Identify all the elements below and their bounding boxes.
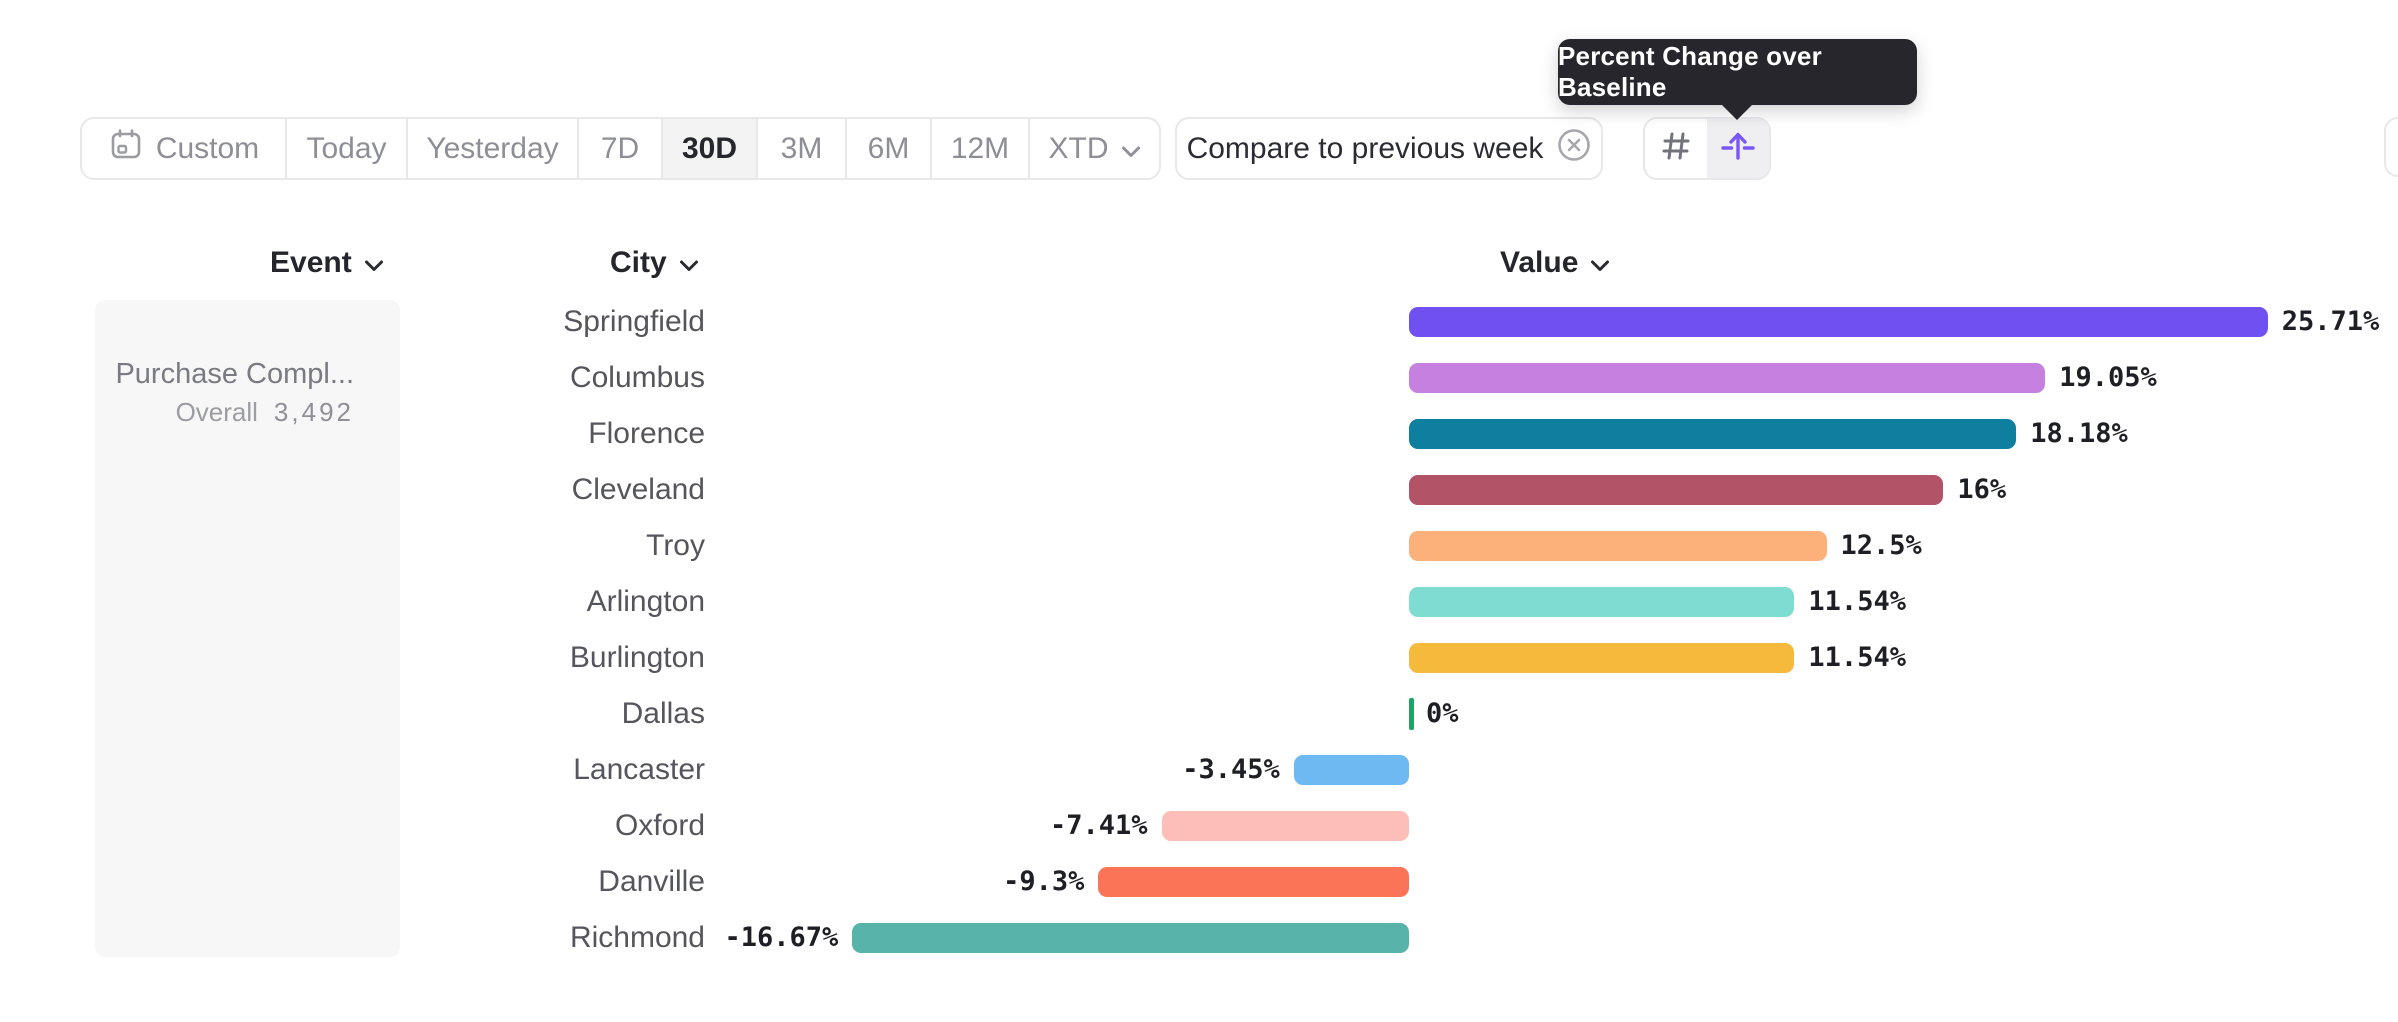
event-name: Purchase Compl... [115,358,354,390]
bar-arlington[interactable] [1409,587,1795,617]
range-12m[interactable]: 12M [932,119,1030,178]
value-label: -3.45% [1182,754,1280,785]
value-label: 0% [1426,698,1459,729]
value-label: 11.54% [1808,642,1906,673]
value-label: 25.71% [2281,306,2380,337]
event-panel-content: Purchase Compl... Overall 3,492 [115,354,354,430]
range-label: 7D [600,131,640,165]
range-label: XTD [1048,131,1109,165]
city-label-oxford: Oxford [614,809,705,842]
bar-columbus[interactable] [1409,363,2046,393]
numbers-view-button[interactable] [1645,119,1707,178]
bar-danville[interactable] [1098,867,1409,897]
calendar-icon [108,127,144,171]
range-7d[interactable]: 7D [579,119,663,178]
value-label: 11.54% [1808,586,1906,617]
city-label-springfield: Springfield [563,305,705,338]
x-circle-icon[interactable] [1557,128,1591,170]
chevron-down-icon [1121,132,1141,166]
bar-troy[interactable] [1409,531,1827,561]
event-panel[interactable]: Purchase Compl... Overall 3,492 [95,300,400,957]
city-label-danville: Danville [598,865,705,898]
value-label: 16% [1957,474,2007,505]
bar-richmond[interactable] [852,923,1409,953]
range-today[interactable]: Today [287,119,408,178]
city-label-florence: Florence [588,417,705,450]
bar-springfield[interactable] [1409,307,2268,337]
range-xtd[interactable]: XTD [1030,119,1159,178]
range-label: 30D [681,131,738,165]
range-custom[interactable]: Custom [82,119,287,178]
arrow-up-from-baseline-icon [1719,127,1757,170]
range-label: 3M [780,131,823,165]
column-header-value[interactable]: Value [1500,245,1610,281]
range-label: Yesterday [426,131,559,165]
column-header-event[interactable]: Event [270,245,384,281]
bar-cleveland[interactable] [1409,475,1944,505]
range-yesterday[interactable]: Yesterday [408,119,579,178]
hash-icon [1658,128,1694,169]
column-header-city[interactable]: City [610,245,699,281]
city-label-arlington: Arlington [586,585,705,618]
value-label: -16.67% [724,922,839,953]
overall-value: 3,492 [273,397,354,427]
tooltip: Percent Change over Baseline [1558,39,1917,105]
range-label: 6M [867,131,910,165]
event-overall: Overall 3,492 [115,394,354,430]
range-6m[interactable]: 6M [847,119,932,178]
date-range-control: Custom Today Yesterday 7D 30D 3M 6M 12M XTD [80,117,1161,180]
range-label: Custom [155,131,260,165]
bar-oxford[interactable] [1161,811,1409,841]
city-label-columbus: Columbus [569,361,705,394]
value-label: 12.5% [1840,530,1922,561]
chevron-down-icon [679,246,699,280]
value-label: -7.41% [1049,810,1148,841]
range-label: 12M [950,131,1010,165]
overall-label: Overall [175,397,258,427]
compare-button[interactable]: Compare to previous week [1175,117,1603,180]
bar-lancaster[interactable] [1293,755,1409,785]
city-label-lancaster: Lancaster [573,753,705,786]
city-label-cleveland: Cleveland [571,473,705,506]
range-3m[interactable]: 3M [758,119,847,178]
tooltip-caret [1720,103,1754,120]
chevron-down-icon [364,246,384,280]
tooltip-text: Percent Change over Baseline [1558,41,1822,102]
compare-label: Compare to previous week [1186,131,1544,165]
chevron-down-icon [1590,246,1610,280]
city-label-troy: Troy [646,529,705,562]
range-label: Today [306,131,387,165]
bar-florence[interactable] [1409,419,2017,449]
chart-view-toggle [1643,117,1771,180]
value-label: -9.3% [1003,866,1085,897]
percent-change-view-button[interactable] [1707,119,1769,178]
value-label: 18.18% [2030,418,2128,449]
value-header-label: Value [1500,246,1579,279]
event-header-label: Event [270,246,352,279]
city-label-burlington: Burlington [569,641,705,674]
bar-burlington[interactable] [1409,643,1795,673]
range-30d[interactable]: 30D [663,119,758,178]
cutoff-button[interactable] [2384,117,2398,177]
city-label-dallas: Dallas [621,697,705,730]
city-header-label: City [610,246,667,279]
city-label-richmond: Richmond [569,921,705,954]
baseline-tick[interactable] [1409,698,1414,730]
value-label: 19.05% [2059,362,2157,393]
